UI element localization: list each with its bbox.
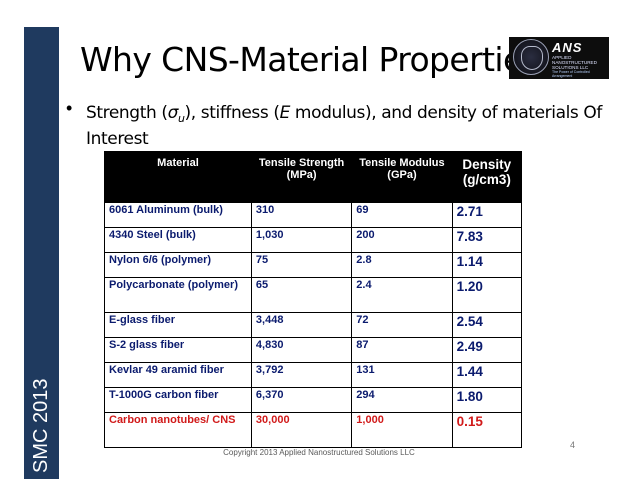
logo-subtitle: APPLIED NANOSTRUCTURED SOLUTIONS LLC — [552, 55, 597, 70]
sidebar-band: SMC 2013 — [24, 27, 59, 479]
cell-strength: 3,792 — [250, 362, 353, 388]
cell-material: E-glass fiber — [104, 312, 252, 338]
cell-modulus: 131 — [351, 362, 453, 388]
cell-strength: 30,000 — [250, 412, 353, 448]
bullet-part: modulus), and density of materials Of In… — [86, 103, 602, 150]
cell-modulus: 69 — [351, 202, 453, 228]
cell-density: 1.20 — [451, 277, 523, 313]
cell-density: 2.49 — [451, 337, 523, 363]
cell-modulus: 1,000 — [351, 412, 453, 448]
table-row: Kevlar 49 aramid fiber 3,792 131 1.44 — [104, 362, 523, 388]
logo-tagline: The Power of Controlled Arrangement — [552, 70, 590, 78]
logo-name: ANS — [552, 40, 583, 55]
cell-density: 1.44 — [451, 362, 523, 388]
cell-modulus: 200 — [351, 227, 453, 253]
cell-material: 6061 Aluminum (bulk) — [104, 202, 252, 228]
sigma-symbol: σ — [167, 103, 179, 123]
cell-material: 4340 Steel (bulk) — [104, 227, 252, 253]
sidebar-label: SMC 2013 — [30, 378, 52, 474]
copyright-footer: Copyright 2013 Applied Nanostructured So… — [223, 448, 415, 457]
cell-strength: 65 — [250, 277, 353, 313]
cell-modulus: 2.4 — [351, 277, 453, 313]
bullet-part: Strength ( — [86, 103, 168, 123]
table-row: S-2 glass fiber 4,830 87 2.49 — [104, 337, 523, 363]
cell-material: T-1000G carbon fiber — [104, 387, 252, 413]
sigma-subscript: u — [177, 112, 185, 126]
cell-modulus: 294 — [351, 387, 453, 413]
table-body: 6061 Aluminum (bulk) 310 69 2.71 4340 Steel … — [104, 202, 523, 448]
cell-density: 2.71 — [451, 202, 523, 228]
cell-strength: 1,030 — [250, 227, 353, 253]
logo-globe-icon — [513, 39, 549, 75]
cell-density: 0.15 — [451, 412, 523, 448]
cell-density: 1.80 — [451, 387, 523, 413]
bullet-text: Strength (σu), stiffness (E modulus), an… — [86, 103, 606, 150]
cell-strength: 3,448 — [250, 312, 353, 338]
page-number: 4 — [570, 440, 576, 450]
table-row: E-glass fiber 3,448 72 2.54 — [104, 312, 523, 338]
cell-strength: 75 — [250, 252, 353, 278]
modulus-symbol: E — [279, 103, 291, 123]
cell-strength: 310 — [250, 202, 353, 228]
header-material: Material — [104, 151, 252, 203]
table-row: Carbon nanotubes/ CNS 30,000 1,000 0.15 — [104, 412, 523, 448]
header-density: Density (g/cm3) — [451, 151, 523, 203]
slide-title: Why CNS-Material Properties — [80, 40, 540, 79]
table-row: 4340 Steel (bulk) 1,030 200 7.83 — [104, 227, 523, 253]
cell-strength: 4,830 — [250, 337, 353, 363]
table-row: T-1000G carbon fiber 6,370 294 1.80 — [104, 387, 523, 413]
bullet-icon: • — [66, 98, 73, 118]
bullet-part: ), stiffness ( — [184, 103, 280, 123]
table-row: 6061 Aluminum (bulk) 310 69 2.71 — [104, 202, 523, 228]
table-row: Polycarbonate (polymer) 65 2.4 1.20 — [104, 277, 523, 313]
cell-material: S-2 glass fiber — [104, 337, 252, 363]
cell-strength: 6,370 — [250, 387, 353, 413]
header-strength: Tensile Strength (MPa) — [250, 151, 353, 203]
cell-material: Carbon nanotubes/ CNS — [104, 412, 252, 448]
cell-density: 1.14 — [451, 252, 523, 278]
ans-logo: ANS APPLIED NANOSTRUCTURED SOLUTIONS LLC… — [509, 37, 609, 79]
materials-table: Material Tensile Strength (MPa) Tensile … — [104, 151, 523, 448]
cell-density: 2.54 — [451, 312, 523, 338]
cell-material: Polycarbonate (polymer) — [104, 277, 252, 313]
cell-modulus: 72 — [351, 312, 453, 338]
cell-density: 7.83 — [451, 227, 523, 253]
cell-modulus: 87 — [351, 337, 453, 363]
cell-material: Kevlar 49 aramid fiber — [104, 362, 252, 388]
table-header-row: Material Tensile Strength (MPa) Tensile … — [104, 151, 523, 203]
table-row: Nylon 6/6 (polymer) 75 2.8 1.14 — [104, 252, 523, 278]
cell-material: Nylon 6/6 (polymer) — [104, 252, 252, 278]
cell-modulus: 2.8 — [351, 252, 453, 278]
header-modulus: Tensile Modulus (GPa) — [351, 151, 453, 203]
